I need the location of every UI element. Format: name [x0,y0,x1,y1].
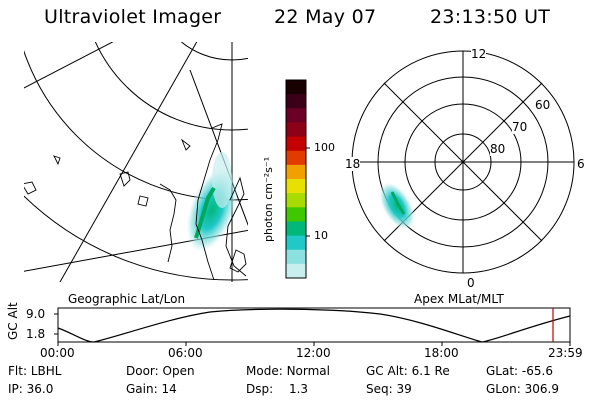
altitude-xtick: 23:59 [548,346,583,360]
altitude-ytick: 9.0 [26,307,46,321]
meridian-line [189,69,248,227]
gcalt-value: 6.1 Re [411,364,450,378]
seq-label: Seq: [366,382,393,396]
door-label: Door: [126,364,159,378]
colorbar-segment [286,179,306,194]
mlat-label: 80 [490,142,506,156]
gain-value: 14 [161,382,177,396]
seq-value: 39 [396,382,412,396]
colorbar-segment [286,150,306,166]
status-glon: GLon: 306.9 [486,382,559,396]
mlt-label-bottom: 0 [467,276,475,290]
time-label: 23:13:50 UT [430,6,551,28]
altitude-xtick: 18:00 [424,346,459,360]
status-gcalt: GC Alt: 6.1 Re [366,364,450,378]
status-mode: Mode: Normal [246,364,330,378]
colorbar-segment [286,136,306,152]
coastline [24,181,37,195]
glon-label: GLon: [486,382,521,396]
ip-label: IP: [8,382,23,396]
meridian-line [24,42,114,89]
mode-value: Normal [286,364,330,378]
aurora-arc [194,186,216,239]
status-door: Door: Open [126,364,195,378]
flt-value: LBHL [30,364,62,378]
glat-label: GLat: [486,364,519,378]
coastline [119,171,131,187]
altitude-xtick: 00:00 [40,346,75,360]
status-flt: Flt: LBHL [8,364,61,378]
status-ip: IP: 36.0 [8,382,53,396]
dsp-value: 1.3 [288,382,309,396]
altitude-xtick: 06:00 [168,346,203,360]
altitude-ytick: 1.8 [26,327,46,341]
colorbar-frame [285,79,307,279]
colorbar-segment [286,108,306,123]
mlt-label-left: 18 [345,157,361,171]
instrument-title: Ultraviolet Imager [44,6,222,28]
colorbar-segment [286,235,306,251]
aurora-glow [379,182,415,230]
status-glat: GLat: -65.6 [486,364,553,378]
coastline [225,176,247,277]
colorbar-segment [286,221,306,237]
status-gain: Gain: 14 [126,382,177,396]
date-label: 22 May 07 [274,6,377,28]
colorbar-segment [286,164,306,180]
altitude-plot-frame [57,307,571,343]
colorbar-segment [286,80,306,95]
coastline [137,195,149,207]
aurora-glow [212,152,232,208]
aurora-arc [390,191,406,215]
colorbar-segment [286,263,306,279]
colorbar-tick-label: 10 [314,229,328,242]
coastline [159,183,177,263]
coastline [53,155,61,166]
geo-panel-label: Geographic Lat/Lon [68,292,186,306]
mode-label: Mode: [246,364,283,378]
meridian-line [59,42,198,282]
gcalt-label: GC Alt: [366,364,408,378]
colorbar-segment [286,94,306,109]
mlt-label-right: 6 [577,157,585,171]
polar-panel-label: Apex MLat/MLT [414,292,504,306]
flt-label: Flt: [8,364,27,378]
altitude-curve [57,308,571,343]
gain-label: Gain: [126,382,158,396]
glat-value: -65.6 [521,364,553,378]
status-seq: Seq: 39 [366,382,412,396]
mlat-label: 70 [512,120,528,134]
coastline [180,138,191,151]
colorbar-segment [286,249,306,265]
dsp-label: Dsp: [246,382,274,396]
coastline [229,249,247,273]
ip-value: 36.0 [26,382,54,396]
colorbar-segment [286,207,306,222]
mlt-label-top: 12 [471,47,487,61]
coastline [195,123,223,281]
altitude-ylabel: GC Alt [6,302,20,340]
colorbar-segment [286,193,306,208]
door-value: Open [162,364,195,378]
altitude-xtick: 12:00 [296,346,331,360]
glon-value: 306.9 [524,382,559,396]
mlat-label: 60 [535,98,551,112]
colorbar-tick-label: 100 [314,141,335,154]
colorbar-segment [286,122,306,138]
status-dsp: Dsp: 1.3 [246,382,308,396]
